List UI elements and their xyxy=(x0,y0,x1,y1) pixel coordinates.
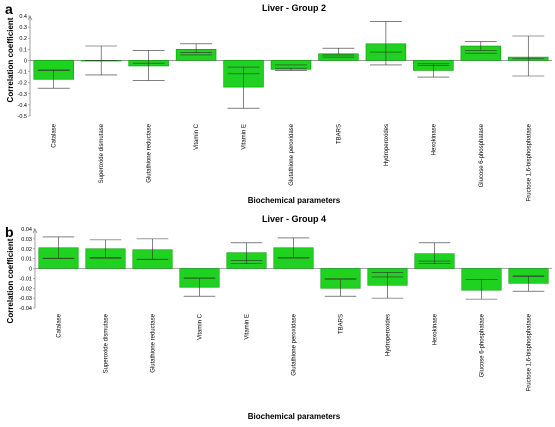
y-tick-label: -0.1 xyxy=(18,70,27,76)
y-tick-label: -0.5 xyxy=(18,114,27,120)
x-axis-label-a: Biochemical parameters xyxy=(248,196,341,205)
panel-letter-b: b xyxy=(5,224,14,240)
category-label: Glutathione reductase xyxy=(151,313,157,372)
category-label: TBARS xyxy=(336,124,342,144)
category-label: Catalase xyxy=(52,123,58,147)
category-label: Vitamin E xyxy=(245,314,251,340)
y-tick-label: 0 xyxy=(24,58,27,64)
category-label: Vitamin C xyxy=(194,123,200,150)
category-label: Catalase xyxy=(57,313,63,337)
plot-area-a: -0.5 -0.4 -0.3 -0.2 -0.1 0 0.1 0.2 0.3 0.4 Catalas… xyxy=(18,14,552,201)
y-tick-label: 0.4 xyxy=(19,14,27,20)
y-tick-label: -0.3 xyxy=(18,92,27,98)
category-label: Hydroperoxides xyxy=(386,314,392,356)
category-label: Glucose 6-phosphatase xyxy=(479,123,485,187)
category-label: Superoxide dismutase xyxy=(99,123,105,183)
y-axis-label-b: Correlation coefficient xyxy=(6,238,15,323)
y-axis-label-a: Correlation coefficient xyxy=(6,17,15,102)
y-tick-label: -0.02 xyxy=(19,286,32,292)
y-tick-label: 0.02 xyxy=(21,247,32,253)
category-label: Vitamin C xyxy=(198,313,204,340)
panel-b: b Liver - Group 4 Correlation coefficien… xyxy=(5,214,552,421)
panel-letter-a: a xyxy=(5,1,13,17)
chart-title-b: Liver - Group 4 xyxy=(262,214,326,224)
y-tick-label: 0.01 xyxy=(21,257,32,263)
category-label: Hexokinase xyxy=(431,123,437,155)
category-label: TBARS xyxy=(339,314,345,334)
y-tick-label: -0.2 xyxy=(18,81,27,87)
category-label: Superoxide dismutase xyxy=(104,313,110,373)
plot-area-b: -0.04 -0.03 -0.02 -0.01 0 0.01 0.02 0.03 0.04 Cat… xyxy=(19,227,552,391)
y-tick-label: -0.04 xyxy=(19,306,32,312)
y-tick-label: 0 xyxy=(29,267,32,273)
category-label: Glucose 6-phosphatase xyxy=(480,313,486,377)
chart-title-a: Liver - Group 2 xyxy=(262,3,326,13)
y-tick-label: -0.4 xyxy=(18,103,27,109)
y-tick-label: 0.2 xyxy=(19,36,27,42)
category-label: Fructose 1,6-bisphosphatase xyxy=(527,313,533,391)
y-tick-label: 0.3 xyxy=(19,25,27,31)
y-tick-label: 0.03 xyxy=(21,237,32,243)
category-label: Glutathione peroxidase xyxy=(289,123,295,185)
category-label: Hexokinase xyxy=(433,313,439,345)
category-label: Hydroperoxides xyxy=(384,124,390,166)
category-label: Fructose 1,6-bisphosphatase xyxy=(526,123,532,201)
category-label: Glutathione reductase xyxy=(147,123,153,182)
y-tick-label: -0.03 xyxy=(19,296,32,302)
y-tick-label: 0.1 xyxy=(19,47,27,53)
y-tick-label: -0.01 xyxy=(19,276,32,282)
x-axis-label-b: Biochemical parameters xyxy=(248,412,341,421)
y-tick-label: 0.04 xyxy=(21,227,32,233)
category-label: Vitamin E xyxy=(242,124,248,150)
category-label: Glutathione peroxidase xyxy=(292,313,298,375)
panel-a: a Liver - Group 2 Correlation coefficien… xyxy=(5,1,552,205)
